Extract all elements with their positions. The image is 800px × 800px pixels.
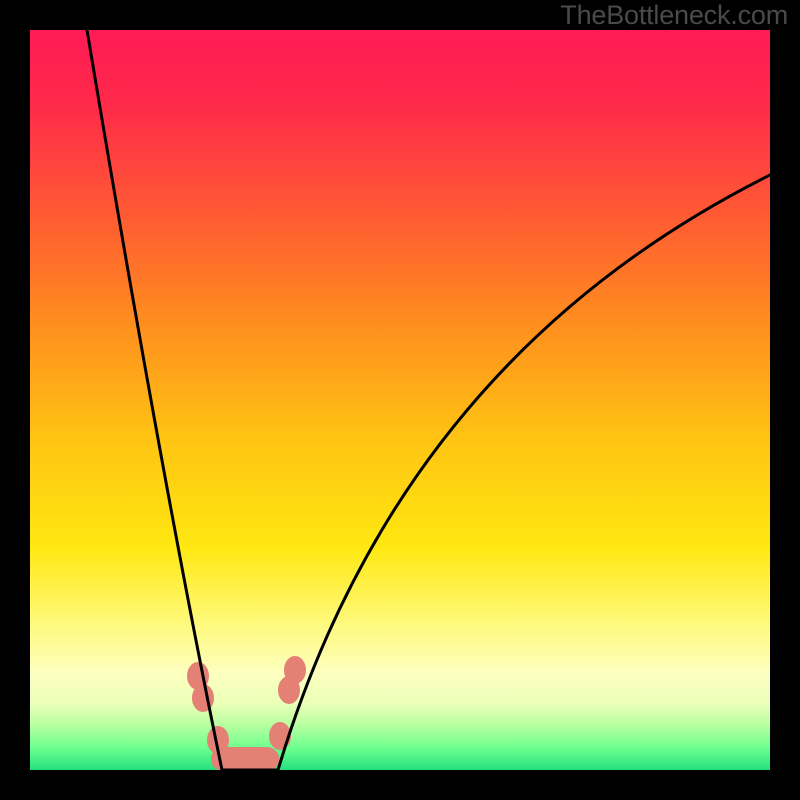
watermark-text: TheBottleneck.com [560, 0, 788, 31]
gradient-background [30, 30, 770, 770]
chart-frame: TheBottleneck.com [0, 0, 800, 800]
